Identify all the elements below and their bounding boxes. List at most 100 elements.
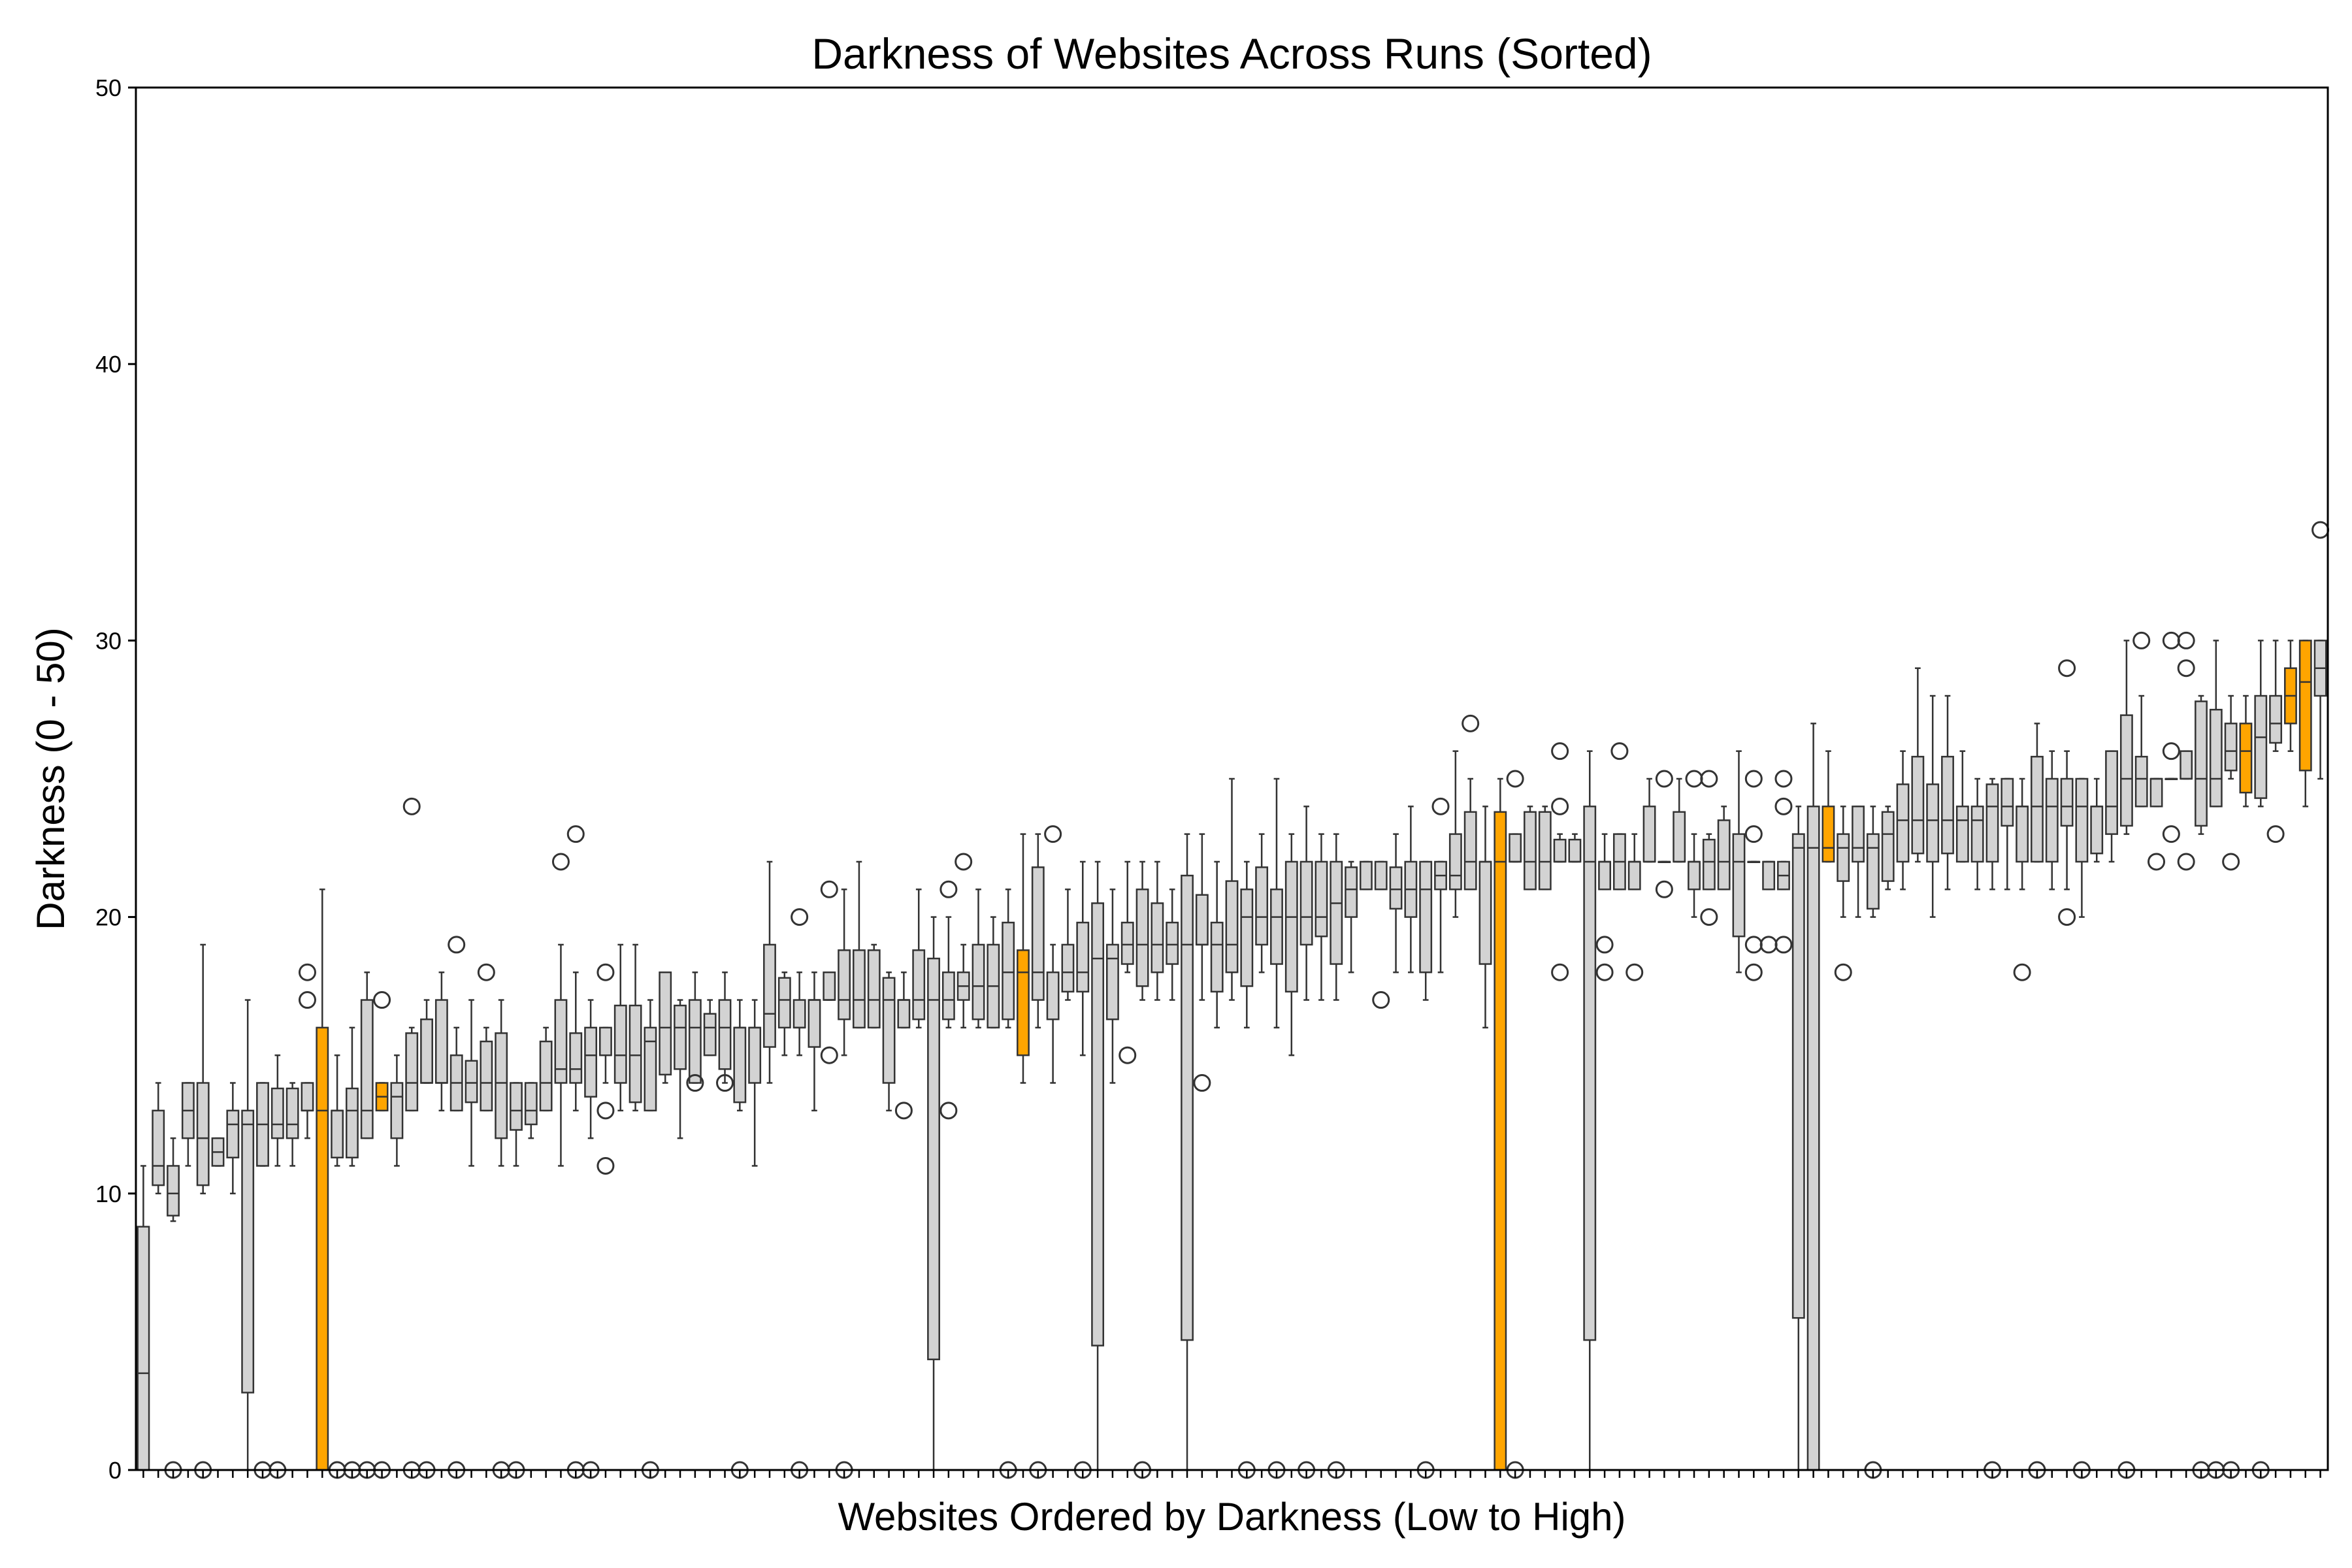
outlier-point bbox=[1700, 770, 1718, 788]
box bbox=[688, 999, 702, 1084]
box-plot bbox=[2239, 694, 2253, 808]
box-plot bbox=[629, 943, 642, 1112]
box-plot bbox=[1595, 833, 1614, 981]
outlier-point bbox=[477, 963, 495, 981]
box bbox=[1688, 860, 1701, 890]
box-plot bbox=[1359, 860, 1373, 890]
box-plot bbox=[1372, 860, 1390, 1009]
box-plot bbox=[1073, 860, 1092, 1479]
box-plot bbox=[1298, 806, 1316, 1479]
outlier-point bbox=[1551, 742, 1569, 760]
y-tick-label: 50 bbox=[95, 74, 122, 101]
outlier-point bbox=[1834, 963, 1852, 981]
box bbox=[2269, 694, 2283, 744]
y-tick-label: 30 bbox=[95, 627, 122, 654]
box-plot bbox=[1864, 806, 1882, 1479]
outlier-point bbox=[2162, 742, 2180, 760]
box bbox=[1225, 880, 1239, 973]
box-plot bbox=[2090, 777, 2104, 863]
box bbox=[1762, 860, 1776, 890]
box-plot bbox=[524, 1082, 538, 1139]
box bbox=[167, 1165, 180, 1217]
box-plot bbox=[1655, 770, 1673, 898]
box bbox=[1330, 860, 1343, 965]
box bbox=[1105, 943, 1119, 1021]
box bbox=[1702, 838, 1716, 890]
box bbox=[808, 999, 821, 1048]
box bbox=[1315, 860, 1328, 938]
box-plot bbox=[286, 1082, 299, 1167]
outlier-point bbox=[596, 1102, 615, 1120]
x-axis-label: Websites Ordered by Darkness (Low to Hig… bbox=[838, 1495, 1625, 1539]
box bbox=[852, 949, 866, 1029]
box bbox=[1524, 811, 1537, 890]
box-plot bbox=[2132, 631, 2151, 808]
box bbox=[1181, 874, 1194, 1341]
outlier-point bbox=[448, 936, 466, 954]
box-plot bbox=[763, 860, 776, 1084]
box bbox=[1627, 860, 1641, 890]
box bbox=[912, 949, 926, 1021]
box-plot bbox=[1193, 833, 1211, 1092]
box bbox=[1911, 755, 1925, 855]
box-plot bbox=[2045, 750, 2059, 890]
box bbox=[1448, 833, 1462, 890]
box-plot bbox=[1834, 806, 1852, 981]
outlier-point bbox=[2177, 659, 2195, 678]
box-plot bbox=[1119, 860, 1137, 1064]
box bbox=[941, 971, 955, 1021]
box bbox=[838, 949, 851, 1021]
box bbox=[465, 1060, 478, 1103]
box-plot bbox=[1673, 777, 1686, 863]
box-plot bbox=[211, 1137, 225, 1167]
box-plot bbox=[820, 880, 838, 1064]
box-plot bbox=[2298, 640, 2312, 808]
highlighted-box bbox=[1017, 949, 1030, 1056]
box bbox=[1538, 811, 1552, 890]
box-plot bbox=[852, 860, 866, 1029]
box-plot bbox=[2148, 777, 2166, 871]
box-plot bbox=[402, 797, 421, 1479]
box bbox=[1389, 866, 1403, 910]
outlier-point bbox=[2222, 853, 2240, 871]
box bbox=[1299, 860, 1313, 946]
outlier-point bbox=[820, 880, 838, 898]
box bbox=[2031, 755, 2044, 863]
box-plot bbox=[1284, 833, 1298, 1056]
box bbox=[823, 971, 836, 1001]
box bbox=[241, 1109, 255, 1394]
box-plot bbox=[2284, 640, 2297, 752]
box bbox=[1598, 860, 1612, 890]
box-plot bbox=[2072, 777, 2091, 1479]
box-plot bbox=[390, 1054, 404, 1167]
outlier-point bbox=[2177, 631, 2195, 649]
y-axis-ticks: 0 10 20 30 40 50 bbox=[95, 74, 136, 1484]
box-plot bbox=[2162, 631, 2180, 843]
box bbox=[1166, 921, 1179, 965]
box-plot bbox=[1821, 750, 1835, 863]
outlier-point bbox=[596, 963, 615, 981]
box bbox=[1717, 819, 1731, 890]
outlier-point bbox=[791, 908, 809, 926]
box-plot bbox=[730, 999, 749, 1479]
outlier-point bbox=[1595, 963, 1614, 981]
box-plot bbox=[1583, 750, 1597, 1471]
box-plot bbox=[716, 971, 734, 1092]
box-plot bbox=[1494, 777, 1507, 1471]
outlier-point bbox=[2162, 825, 2180, 843]
box bbox=[152, 1109, 165, 1186]
box-plot bbox=[659, 971, 672, 1084]
box-plot bbox=[2266, 640, 2285, 843]
box-plot bbox=[1478, 806, 1492, 1029]
box-plot bbox=[867, 943, 881, 1029]
box-plot bbox=[999, 889, 1017, 1479]
box bbox=[1881, 811, 1895, 882]
box bbox=[644, 1026, 657, 1112]
box bbox=[748, 1026, 762, 1084]
box bbox=[584, 1026, 598, 1098]
box bbox=[1240, 889, 1254, 987]
box-plot bbox=[912, 889, 926, 1029]
box bbox=[2254, 694, 2268, 799]
box-plot bbox=[507, 1082, 525, 1479]
